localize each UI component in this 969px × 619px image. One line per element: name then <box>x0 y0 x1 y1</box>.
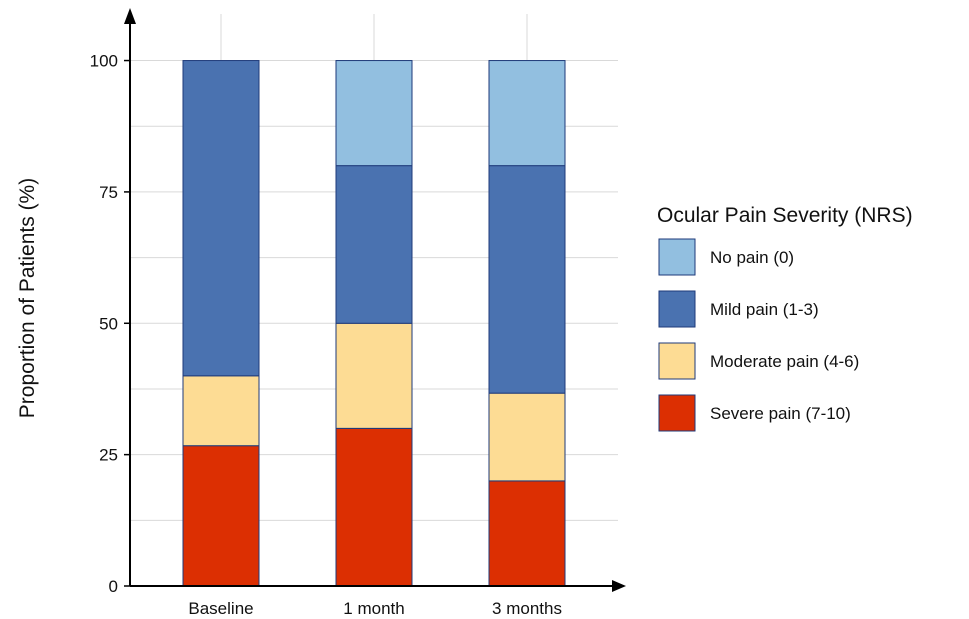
bar-segment-mild-pain-1-3 <box>335 165 413 324</box>
legend-swatch-moderate-pain-4-6 <box>658 342 696 380</box>
legend-label-no-pain-0: No pain (0) <box>710 248 794 267</box>
bar-segment-no-pain-0 <box>488 60 566 167</box>
legend-label-moderate-pain-4-6: Moderate pain (4-6) <box>710 352 859 371</box>
bar-segment-moderate-pain-4-6 <box>488 392 566 482</box>
x-tick-labels: Baseline 1 month 3 months <box>188 599 562 618</box>
x-axis-arrow <box>612 580 626 592</box>
legend-swatch-no-pain-0 <box>658 238 696 276</box>
legend-label-severe-pain-7-10: Severe pain (7-10) <box>710 404 851 423</box>
bar-segment-mild-pain-1-3 <box>182 60 260 377</box>
y-tick-label: 0 <box>109 577 118 596</box>
legend-label-mild-pain-1-3: Mild pain (1-3) <box>710 300 819 319</box>
bar-segment-no-pain-0 <box>335 60 413 167</box>
y-tick-label: 50 <box>99 314 118 333</box>
bar-segment-severe-pain-7-10 <box>182 445 260 587</box>
bar-segment-moderate-pain-4-6 <box>182 375 260 447</box>
legend-items: No pain (0) Mild pain (1-3) Moderate pain … <box>658 238 859 432</box>
bars <box>182 60 566 587</box>
bar-segment-severe-pain-7-10 <box>335 427 413 587</box>
bar-segment-moderate-pain-4-6 <box>335 322 413 429</box>
y-axis-title: Proportion of Patients (%) <box>16 178 39 418</box>
legend: Ocular Pain Severity (NRS) No pain (0) Mi… <box>657 204 913 432</box>
y-axis-arrow <box>124 8 136 24</box>
y-tick-labels: 0 25 50 75 100 <box>90 52 130 596</box>
y-tick-label: 75 <box>99 183 118 202</box>
x-tick-label: 1 month <box>343 599 404 618</box>
x-tick-label: 3 months <box>492 599 562 618</box>
bar-segment-severe-pain-7-10 <box>488 480 566 587</box>
axes <box>124 8 626 592</box>
legend-swatch-severe-pain-7-10 <box>658 394 696 432</box>
legend-title: Ocular Pain Severity (NRS) <box>657 204 913 227</box>
bar-segment-mild-pain-1-3 <box>488 165 566 394</box>
y-tick-label: 100 <box>90 52 118 71</box>
y-tick-label: 25 <box>99 446 118 465</box>
legend-swatch-mild-pain-1-3 <box>658 290 696 328</box>
x-tick-label: Baseline <box>188 599 253 618</box>
